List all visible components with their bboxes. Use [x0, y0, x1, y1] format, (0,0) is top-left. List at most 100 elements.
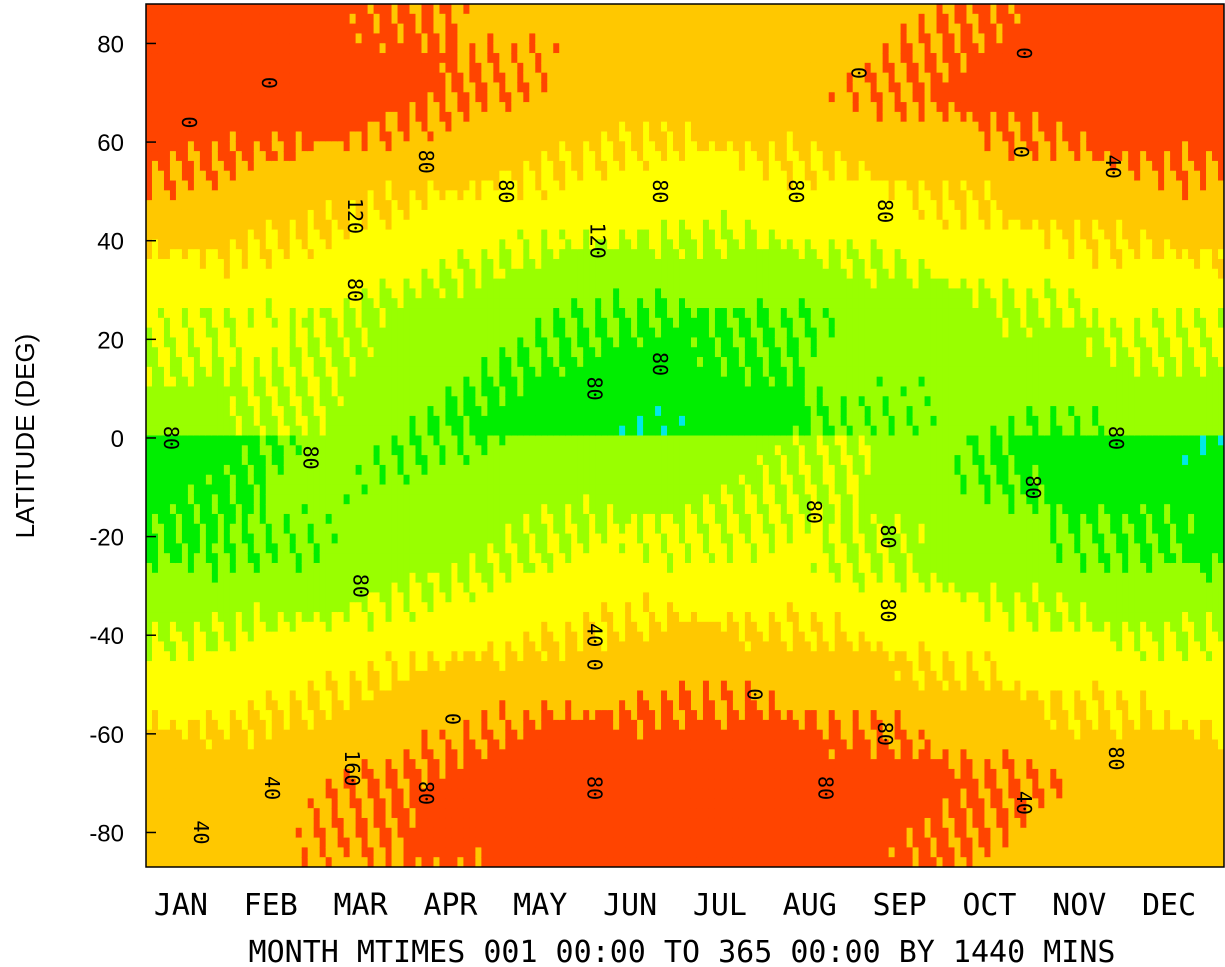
contour-cell [427, 729, 435, 741]
contour-cell [211, 141, 219, 152]
contour-cell [181, 680, 189, 692]
contour-cell [175, 523, 183, 535]
contour-cell [367, 366, 375, 378]
contour-cell [229, 778, 237, 790]
contour-cell [175, 474, 183, 486]
contour-cell [277, 337, 285, 348]
contour-cell [409, 533, 417, 544]
contour-cell [199, 464, 207, 476]
contour-cell [301, 13, 309, 25]
contour-cell [469, 798, 476, 809]
contour-cell [409, 170, 417, 182]
contour-cell [193, 798, 201, 809]
contour-cell [469, 268, 476, 280]
contour-cell [337, 337, 345, 348]
contour-cell [151, 200, 159, 211]
contour-cell [205, 317, 213, 329]
contour-cell [283, 200, 291, 211]
contour-cell [385, 396, 393, 407]
contour-cell [301, 406, 309, 417]
contour-cell [313, 612, 321, 623]
contour-cell [265, 239, 273, 250]
contour-cell [175, 219, 183, 231]
contour-cell [421, 347, 429, 358]
contour-cell [451, 180, 459, 191]
contour-cell [157, 572, 165, 584]
contour-cell [241, 141, 249, 152]
contour-cell [151, 288, 159, 299]
contour-cell [163, 33, 171, 44]
contour-cell [451, 543, 459, 554]
contour-cell [199, 543, 207, 554]
contour-cell [181, 229, 189, 240]
contour-cell [151, 151, 159, 162]
contour-cell [421, 4, 429, 15]
contour-cell [403, 621, 411, 633]
contour-cell [415, 798, 423, 809]
contour-cell [205, 4, 213, 15]
contour-cell [181, 494, 189, 505]
contour-cell [319, 33, 327, 44]
contour-cell [283, 602, 291, 613]
contour-cell [463, 62, 470, 74]
contour-cell [259, 170, 267, 182]
contour-cell [146, 131, 153, 142]
contour-cell [295, 249, 303, 260]
contour-cell [475, 219, 482, 231]
contour-cell [289, 33, 297, 44]
contour-cell [253, 445, 261, 456]
contour-cell [295, 543, 303, 554]
contour-cell [253, 729, 261, 741]
contour-cell [259, 406, 267, 417]
contour-cell [373, 808, 381, 819]
contour-cell [271, 768, 279, 780]
contour-cell [235, 190, 243, 201]
contour-cell [235, 337, 243, 348]
contour-cell [247, 739, 255, 750]
contour-cell [235, 857, 243, 867]
contour-cell [439, 562, 447, 574]
contour-cell [385, 837, 393, 848]
contour-cell [193, 474, 201, 486]
contour-cell [379, 229, 387, 240]
contour-cell [409, 229, 417, 240]
contour-cell [445, 170, 453, 182]
contour-cell [319, 847, 327, 858]
contour-cell [457, 190, 465, 201]
contour-cell [397, 278, 405, 289]
contour-cell [355, 513, 363, 525]
contour-cell [146, 415, 153, 427]
contour-cell [445, 553, 453, 564]
contour-cell [289, 151, 297, 162]
contour-cell [181, 817, 189, 829]
contour-cell [283, 131, 291, 142]
contour-cell [169, 690, 177, 701]
contour-cell [205, 700, 213, 711]
contour-cell [421, 209, 429, 221]
contour-cell [295, 513, 303, 525]
contour-cell [253, 553, 261, 564]
contour-cell [253, 523, 261, 535]
contour-cell [175, 180, 183, 191]
contour-cell [349, 180, 357, 191]
contour-cell [259, 396, 267, 407]
contour-cell [229, 562, 237, 574]
contour-cell [247, 131, 255, 142]
contour-cell [349, 612, 357, 623]
contour-cell [403, 229, 411, 240]
contour-cell [307, 425, 315, 437]
contour-cell [271, 778, 279, 790]
contour-cell [283, 690, 291, 701]
contour-cell [217, 406, 225, 417]
contour-cell [235, 513, 243, 525]
contour-cell [253, 582, 261, 594]
contour-cell [397, 366, 405, 378]
contour-cell [421, 102, 429, 113]
contour-cell [151, 43, 159, 54]
contour-cell [199, 847, 207, 858]
contour-cell [355, 523, 363, 535]
contour-cell [163, 690, 171, 701]
contour-cell [451, 72, 459, 84]
contour-cell [187, 612, 195, 623]
contour-cell [241, 837, 249, 848]
